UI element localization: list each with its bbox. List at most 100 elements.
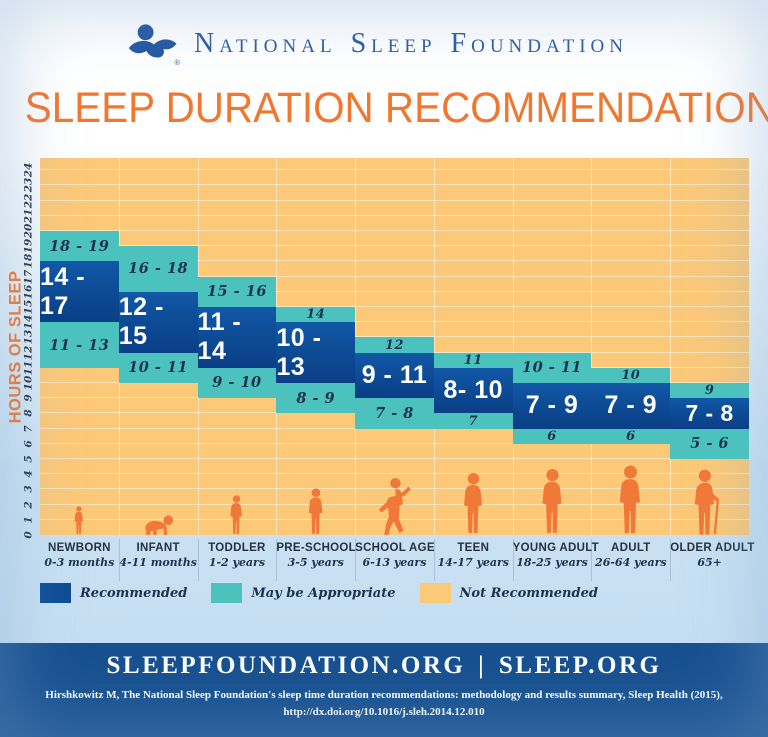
range-recommended-label: 9 - 11 [361, 360, 428, 389]
age-group-label: YOUNG ADULT 18-25 years [513, 535, 599, 569]
range-may-be-appropriate-upper: 16 - 18 [118, 246, 198, 292]
gridline-horizontal [40, 260, 749, 262]
age-group-name: OLDER ADULT [670, 542, 755, 554]
range-may-be-appropriate-upper: 9 [670, 383, 749, 399]
gridline-horizontal [40, 275, 749, 277]
gridline-horizontal [40, 488, 749, 490]
range-may-be-appropriate-lower-label: 10 - 11 [128, 359, 189, 377]
range-may-be-appropriate-lower-label: 6 [547, 428, 557, 444]
page-title: SLEEP DURATION RECOMMENDATIONS [24, 84, 768, 132]
range-recommended: 9 - 11 [355, 352, 434, 399]
citation-line-1: Hirshkowitz M, The National Sleep Founda… [45, 689, 723, 701]
range-recommended-label: 7 - 8 [685, 399, 734, 426]
age-group-label: SCHOOL AGE 6-13 years [355, 535, 434, 569]
range-may-be-appropriate-upper-label: 10 - 11 [522, 359, 583, 377]
range-recommended-label: 7 - 9 [604, 391, 658, 420]
y-axis-tick: 8 [22, 409, 35, 418]
y-axis-tick: 3 [22, 485, 35, 494]
y-axis-tick: 13 [22, 330, 35, 345]
age-group-label: PRE-SCHOOL 3-5 years [276, 535, 355, 569]
legend-label: Recommended [80, 585, 188, 601]
legend-label: Not Recommended [459, 585, 598, 601]
legend-swatch-not-recommended [419, 583, 451, 603]
gridline-horizontal [40, 290, 749, 292]
age-group-range: 14-17 years [437, 556, 510, 569]
age-group-label: ADULT 26-64 years [591, 535, 670, 569]
range-recommended: 7 - 9 [512, 383, 592, 429]
brand-word: NATIONAL [194, 27, 337, 59]
range-may-be-appropriate-upper-label: 16 - 18 [128, 260, 189, 278]
header-brand: ® NATIONAL SLEEP FOUNDATION [0, 20, 768, 67]
school-age-child-figure-icon [355, 477, 434, 535]
footer: SLEEPFOUNDATION.ORG | SLEEP.ORG Hirshkow… [0, 643, 768, 737]
range-may-be-appropriate-upper: 11 [433, 352, 513, 368]
age-group-range: 18-25 years [516, 556, 588, 569]
range-may-be-appropriate-lower-label: 9 - 10 [212, 374, 262, 392]
range-recommended: 7 - 8 [670, 398, 749, 429]
range-recommended-label: 12 - 15 [118, 293, 164, 351]
footer-websites: SLEEPFOUNDATION.ORG | SLEEP.ORG [106, 652, 662, 679]
age-group-range: 1-2 years [208, 556, 266, 569]
crawling-infant-figure-icon [119, 514, 198, 535]
range-may-be-appropriate-upper-label: 15 - 16 [206, 283, 267, 301]
plot-area: 11 - 13 18 - 19 14 - 17 10 - 11 16 - 18 12 - … [40, 158, 749, 535]
age-group-label: INFANT 4-11 months [119, 535, 198, 569]
age-group-separator [355, 539, 357, 581]
range-recommended-label: 8- 10 [443, 376, 503, 405]
age-group-range: 3-5 years [287, 556, 344, 569]
range-may-be-appropriate-lower: 5 - 6 [670, 428, 749, 459]
y-axis-tick: 21 [22, 208, 35, 224]
range-may-be-appropriate-upper: 12 [355, 337, 434, 353]
range-recommended: 7 - 9 [591, 383, 671, 429]
range-recommended-label: 11 - 14 [197, 308, 242, 366]
y-axis-tick: 9 [22, 394, 35, 402]
gridline-horizontal [40, 245, 749, 247]
brand-initial: F [450, 27, 472, 59]
gridline-horizontal [40, 229, 749, 231]
range-may-be-appropriate-upper: 15 - 16 [197, 276, 277, 307]
gridline-horizontal [40, 473, 749, 475]
age-group-separator [433, 539, 435, 581]
age-group-name: NEWBORN [47, 542, 111, 554]
y-axis-tick: 12 [22, 345, 35, 360]
brand-word: FOUNDATION [450, 27, 628, 59]
age-group-label: TODDLER 1-2 years [198, 535, 277, 569]
gridline-horizontal [40, 458, 749, 459]
young-adult-figure-icon [513, 468, 592, 535]
range-may-be-appropriate-lower: 7 [433, 413, 513, 429]
y-axis-tick: 23 [22, 178, 35, 193]
range-may-be-appropriate-upper: 10 - 11 [512, 352, 592, 383]
legend-item-not-recommended: Not Recommended [419, 583, 608, 603]
age-group-name: SCHOOL AGE [355, 542, 435, 554]
toddler-child-figure-icon [198, 495, 277, 535]
range-may-be-appropriate-upper-label: 12 [385, 337, 404, 353]
age-group-range: 65+ [697, 556, 722, 569]
brand-initial: S [350, 27, 372, 59]
age-group-name: TEEN [457, 542, 490, 554]
age-group-range: 26-64 years [595, 556, 667, 569]
y-axis-tick: 11 [22, 360, 35, 376]
range-may-be-appropriate-lower-label: 8 - 9 [296, 389, 336, 407]
older-adult-with-cane-figure-icon [670, 469, 749, 535]
brand-text: NATIONAL SLEEP FOUNDATION [194, 28, 642, 60]
y-axis-tick: 6 [22, 440, 35, 448]
range-recommended: 11 - 14 [197, 307, 277, 368]
y-axis-tick: 22 [22, 193, 35, 208]
y-axis-tick: 0 [22, 531, 35, 539]
age-group-range: 0-3 months [44, 556, 115, 569]
y-axis-tick: 1 [22, 516, 35, 524]
gridline-horizontal [40, 214, 749, 216]
range-recommended: 14 - 17 [40, 261, 119, 323]
gridline-horizontal [40, 442, 749, 444]
y-axis-tick: 17 [22, 269, 35, 284]
gridline-horizontal [40, 199, 749, 201]
preschool-child-figure-icon [276, 488, 355, 535]
legend-item-recommended: Recommended [40, 583, 197, 603]
range-recommended-label: 14 - 17 [40, 262, 86, 320]
gridline-horizontal [40, 336, 749, 338]
range-may-be-appropriate-upper-label: 10 [621, 367, 641, 383]
gridline-vertical [512, 158, 514, 535]
range-may-be-appropriate-lower: 6 [512, 428, 592, 444]
age-group-name: TODDLER [208, 542, 266, 554]
range-may-be-appropriate-lower-label: 7 [468, 413, 478, 429]
